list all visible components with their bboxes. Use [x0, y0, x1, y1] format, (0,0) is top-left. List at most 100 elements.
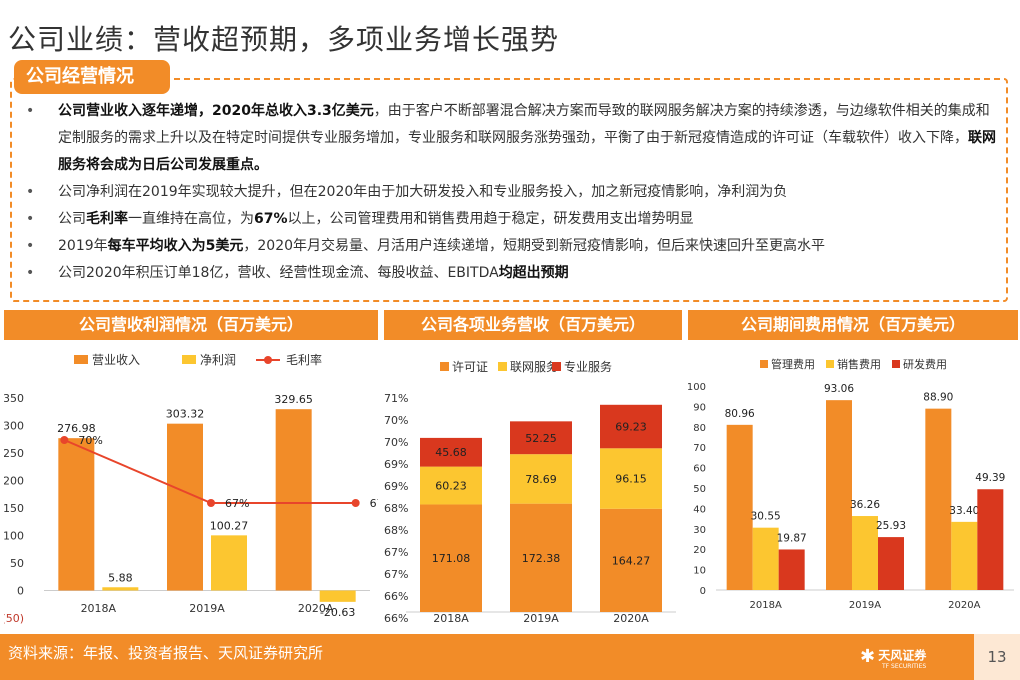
y-tick-label: 71%	[384, 392, 408, 405]
expense-label: 33.40	[949, 505, 979, 517]
y-tick-label: 69%	[384, 480, 408, 493]
stack-segment	[420, 437, 482, 467]
y-tick-label: 100	[688, 382, 706, 393]
page-title: 公司业绩：营收超预期，多项业务增长强势	[8, 23, 560, 56]
y-tick-label: 200	[4, 475, 24, 488]
segment-label: 171.08	[432, 552, 471, 565]
legend-swatch	[498, 362, 507, 371]
expense-label: 49.39	[975, 472, 1005, 484]
margin-label: 67%	[370, 497, 378, 510]
y-tick-label: 0	[17, 585, 24, 598]
bullet-item: 公司净利润在2019年实现较大提升，但在2020年由于加大研发投入和专业服务投入…	[26, 179, 998, 206]
y-tick-label: 300	[4, 420, 24, 433]
margin-label: 70%	[78, 434, 102, 447]
stack-segment	[510, 421, 572, 455]
profit-label: 100.27	[210, 519, 249, 532]
y-tick-label: 50	[693, 484, 706, 495]
chart1-title: 公司营收利润情况（百万美元）	[4, 310, 378, 340]
stack-segment	[600, 508, 662, 612]
y-tick-label: 250	[4, 447, 24, 460]
stack-segment	[600, 404, 662, 449]
expense-bar	[752, 527, 779, 590]
revenue-bar	[275, 409, 312, 591]
profit-bar	[102, 587, 139, 591]
profit-bar	[211, 535, 247, 591]
summary-box	[10, 78, 1008, 302]
segment-label: 45.68	[435, 446, 467, 459]
x-tick-label: 2018A	[433, 612, 469, 625]
revenue-bar	[58, 438, 95, 591]
bullet-text: 公司净利润在2019年实现较大提升，但在2020年由于加大研发投入和专业服务投入…	[58, 184, 788, 200]
margin-line	[63, 439, 356, 504]
revenue-bar	[167, 423, 203, 591]
bullet-emphasis: 均超出预期	[498, 265, 569, 281]
y-tick-label: 67%	[384, 546, 408, 559]
stack-segment	[510, 503, 572, 612]
bullet-text: 以上，公司管理费用和销售费用趋于稳定，研发费用支出增势明显	[287, 211, 694, 227]
margin-point	[60, 436, 69, 444]
y-tick-label: 50	[10, 557, 24, 570]
segment-label: 60.23	[435, 480, 467, 493]
expense-bar	[778, 549, 805, 590]
expense-bar	[925, 408, 952, 590]
x-tick-label: 2019A	[849, 600, 881, 611]
segment-label: 69.23	[615, 421, 647, 434]
profit-label: 5.88	[108, 571, 133, 584]
y-tick-label: 66%	[384, 590, 408, 603]
y-tick-label: 350	[4, 392, 24, 405]
expense-label: 19.87	[777, 532, 807, 544]
bullet-emphasis: 67%	[254, 211, 288, 227]
y-tick-label: 70	[693, 443, 706, 454]
y-tick-label: 70%	[384, 414, 408, 427]
profit-bar	[319, 590, 356, 602]
bullet-text: ，2020年月交易量、月活用户连续递增，短期受到新冠疫情影响，但后来快速回升至更…	[243, 238, 826, 254]
section-tab: 公司经营情况	[14, 60, 170, 94]
segment-label: 78.69	[525, 473, 557, 486]
y-tick-label: 30	[693, 525, 706, 536]
revenue-profit-chart: 营业收入 净利润 毛利率 (50) 0 50 100 150 200 250 300 350 276.9…	[4, 352, 378, 625]
x-tick-label: 2018A	[750, 600, 782, 611]
stack-segment	[600, 448, 662, 509]
y-tick-label: 90	[693, 402, 706, 413]
legend-label: 销售费用	[837, 357, 881, 371]
expense-bar	[977, 489, 1004, 590]
legend-swatch	[826, 360, 834, 368]
chart3-title: 公司期间费用情况（百万美元）	[688, 310, 1018, 340]
legend-label: 研发费用	[903, 357, 947, 371]
expense-label: 25.93	[876, 520, 906, 532]
expense-label: 88.90	[923, 392, 953, 404]
profit-label: -20.63	[320, 606, 355, 619]
logo-star-icon: ✱	[860, 646, 876, 667]
y-tick-label: 68%	[384, 524, 408, 537]
bullet-item: 2019年每车平均收入为5美元，2020年月交易量、月活用户连续递增，短期受到新…	[26, 233, 998, 260]
expense-bar	[852, 516, 878, 590]
bullet-item: 公司营业收入逐年递增，2020年总收入3.3亿美元，由于客户不断部署混合解决方案…	[26, 98, 998, 179]
bullet-emphasis: 公司营业收入逐年递增，2020年总收入3.3亿美元	[58, 103, 374, 119]
x-tick-label: 2018A	[81, 602, 117, 615]
bullet-emphasis: 联网服务将会成为日后公司发展重点。	[58, 130, 996, 173]
logo-text: 天风证券	[878, 648, 927, 663]
logo-subtext: TF SECURITIES	[882, 663, 927, 670]
x-tick-label: 2019A	[523, 612, 559, 625]
expense-bar	[951, 521, 978, 590]
y-tick-label: (50)	[4, 612, 24, 625]
x-tick-label: 2020A	[298, 602, 334, 615]
y-tick-label: 69%	[384, 458, 408, 471]
bullet-emphasis: 毛利率	[86, 211, 128, 227]
segment-label: 164.27	[612, 554, 651, 567]
legend-label: 专业服务	[564, 359, 612, 374]
source-note: 资料来源：年报、投资者报告、天风证券研究所	[8, 644, 324, 662]
legend-label: 管理费用	[771, 357, 815, 371]
bullet-list: 公司营业收入逐年递增，2020年总收入3.3亿美元，由于客户不断部署混合解决方案…	[26, 98, 998, 287]
chart2-title: 公司各项业务营收（百万美元）	[384, 310, 682, 340]
y-tick-label: 80	[693, 423, 706, 434]
margin-point	[351, 499, 360, 507]
bullet-text: 公司2020年积压订单18亿，营收、经营性现金流、每股收益、EBITDA	[58, 265, 499, 281]
segment-label: 96.15	[615, 473, 647, 486]
legend-swatch	[760, 360, 768, 368]
bullet-item: 公司2020年积压订单18亿，营收、经营性现金流、每股收益、EBITDA均超出预…	[26, 260, 998, 287]
y-tick-label: 100	[4, 530, 24, 543]
y-tick-label: 40	[693, 504, 706, 515]
legend-swatch	[440, 362, 449, 371]
legend-label: 毛利率	[286, 352, 322, 367]
